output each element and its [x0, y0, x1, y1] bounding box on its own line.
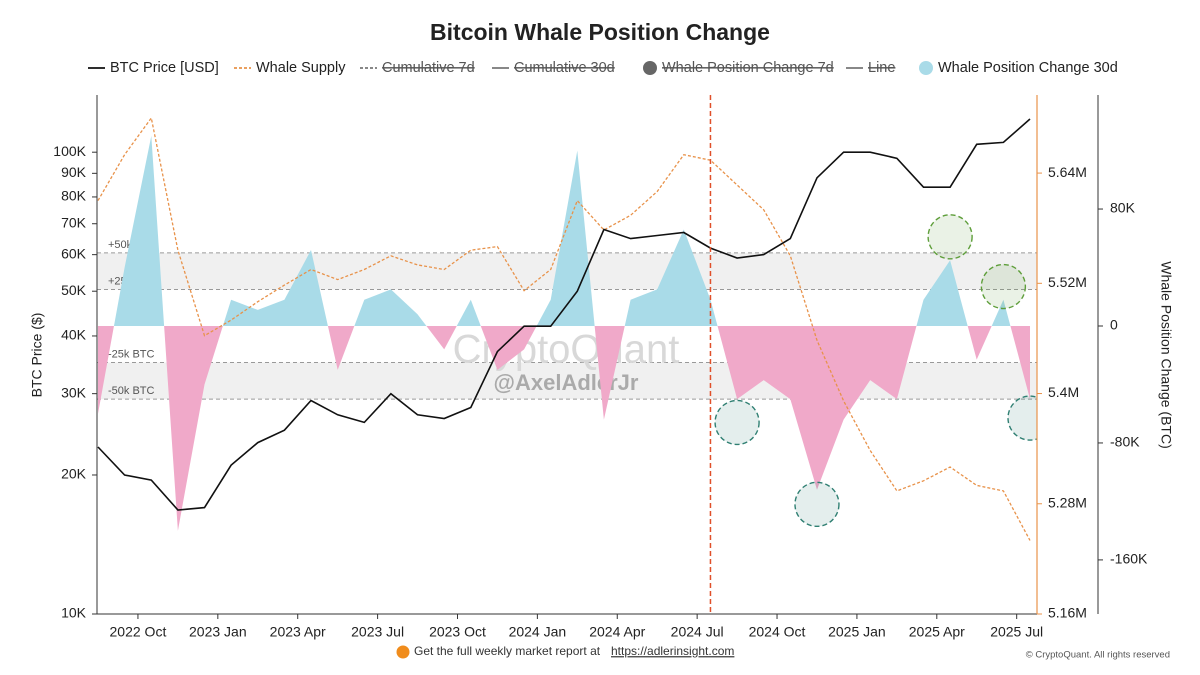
y-axis-title: BTC Price ($) [29, 313, 45, 398]
y-tick-label: 20K [61, 466, 87, 482]
whale-supply-line [97, 116, 1031, 541]
x-tick-label: 2023 Jan [189, 624, 247, 640]
x-tick-label: 2022 Oct [110, 624, 167, 640]
y-tick-label: 80K [61, 188, 87, 204]
y2-tick-label: 5.4M [1048, 384, 1079, 400]
y2-tick-label: 5.16M [1048, 605, 1087, 621]
plot-area: +50k BTC+25k BTC-25k BTC-50k BTCCryptoQu… [97, 95, 1037, 614]
x-tick-label: 2025 Jul [990, 624, 1043, 640]
author: @AxelAdlerJr [494, 370, 639, 395]
y-tick-label: 90K [61, 164, 87, 180]
price-line [97, 118, 1031, 511]
legend-label: Whale Supply [256, 60, 346, 76]
y3-axis-title: Whale Position Change (BTC) [1158, 261, 1174, 449]
y-tick-label: 60K [61, 245, 87, 261]
legend-marker [919, 61, 933, 75]
highlight-circle [794, 481, 840, 528]
y3-tick-label: -160K [1110, 551, 1148, 567]
copyright: © CryptoQuant. All rights reserved [1026, 650, 1170, 661]
x-tick-label: 2023 Apr [270, 624, 326, 640]
y-tick-label: 100K [53, 143, 86, 159]
y-tick-label: 40K [61, 327, 87, 343]
legend-marker [643, 61, 657, 75]
legend-label: Whale Position Change 30d [938, 60, 1118, 76]
y3-tick-label: -80K [1110, 434, 1140, 450]
highlight-circle [927, 214, 973, 260]
y2-tick-label: 5.52M [1048, 274, 1087, 290]
chart-title: Bitcoin Whale Position Change [430, 19, 770, 45]
x-tick-label: 2024 Jan [509, 624, 567, 640]
y3-tick-label: 0 [1110, 317, 1118, 333]
band-label: -25k BTC [108, 348, 155, 360]
highlight-circle [980, 263, 1027, 310]
legend-label: Line [868, 60, 895, 76]
footer-icon [396, 645, 410, 659]
y-tick-label: 70K [61, 214, 87, 230]
y3-tick-label: 80K [1110, 200, 1136, 216]
x-tick-label: 2024 Jul [671, 624, 724, 640]
y-tick-label: 10K [61, 605, 87, 621]
footer-link[interactable]: https://adlerinsight.com [611, 644, 734, 658]
x-tick-label: 2025 Jan [828, 624, 886, 640]
legend-label: Whale Position Change 7d [662, 60, 834, 76]
legend-label: BTC Price [USD] [110, 60, 219, 76]
y2-tick-label: 5.28M [1048, 494, 1087, 510]
position-change-area [98, 135, 1030, 531]
x-tick-label: 2023 Oct [429, 624, 486, 640]
x-tick-label: 2023 Jul [351, 624, 404, 640]
legend-label: Cumulative 30d [514, 60, 615, 76]
footer-text: Get the full weekly market report at [414, 644, 601, 658]
y-tick-label: 50K [61, 282, 87, 298]
band-label: -50k BTC [108, 385, 155, 397]
legend-label: Cumulative 7d [382, 60, 475, 76]
y-tick-label: 30K [61, 384, 87, 400]
highlight-circle [714, 399, 760, 446]
y2-tick-label: 5.64M [1048, 164, 1087, 180]
x-tick-label: 2024 Oct [749, 624, 806, 640]
x-tick-label: 2024 Apr [589, 624, 645, 640]
highlight-circle [1007, 395, 1037, 441]
x-tick-label: 2025 Apr [909, 624, 965, 640]
